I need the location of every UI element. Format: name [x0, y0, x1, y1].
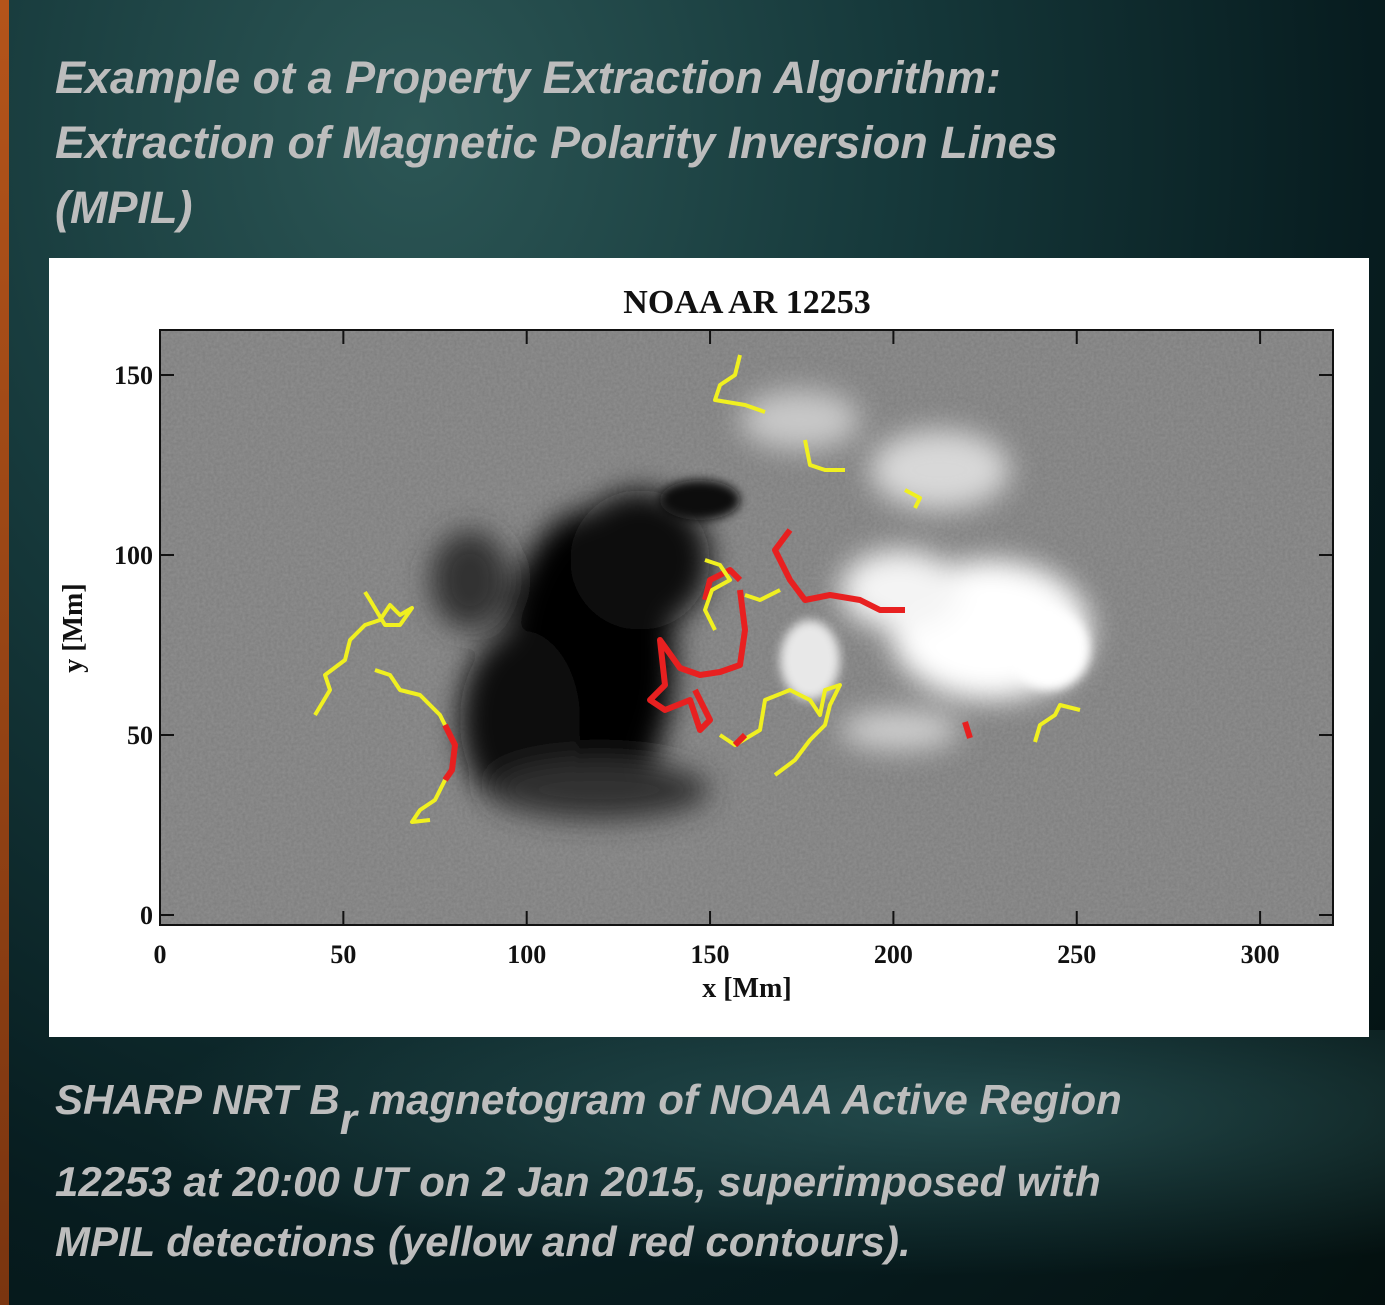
y-tick-label: 150 — [114, 361, 153, 390]
caption-text: SHARP NRT B — [55, 1076, 340, 1123]
x-tick-label: 50 — [330, 940, 356, 969]
x-tick-label: 0 — [154, 940, 167, 969]
x-tick-label: 200 — [874, 940, 913, 969]
y-tick-label: 50 — [127, 721, 153, 750]
caption-line: 12253 at 20:00 UT on 2 Jan 2015, superim… — [55, 1158, 1101, 1206]
x-tick-label: 100 — [507, 940, 546, 969]
caption-line: MPIL detections (yellow and red contours… — [55, 1218, 911, 1266]
y-axis-label: y [Mm] — [58, 583, 89, 672]
slide: Example ot a Property Extraction Algorit… — [0, 0, 1385, 1305]
y-tick-label: 100 — [114, 541, 153, 570]
figure-title: NOAA AR 12253 — [623, 284, 870, 321]
x-axis-label: x [Mm] — [702, 973, 791, 1004]
x-tick-label: 150 — [691, 940, 730, 969]
y-tick-label: 0 — [140, 901, 153, 930]
caption-text: magnetogram of NOAA Active Region — [369, 1076, 1122, 1123]
x-tick-label: 250 — [1057, 940, 1096, 969]
x-tick-label: 300 — [1241, 940, 1280, 969]
caption-subscript: r — [340, 1095, 357, 1144]
